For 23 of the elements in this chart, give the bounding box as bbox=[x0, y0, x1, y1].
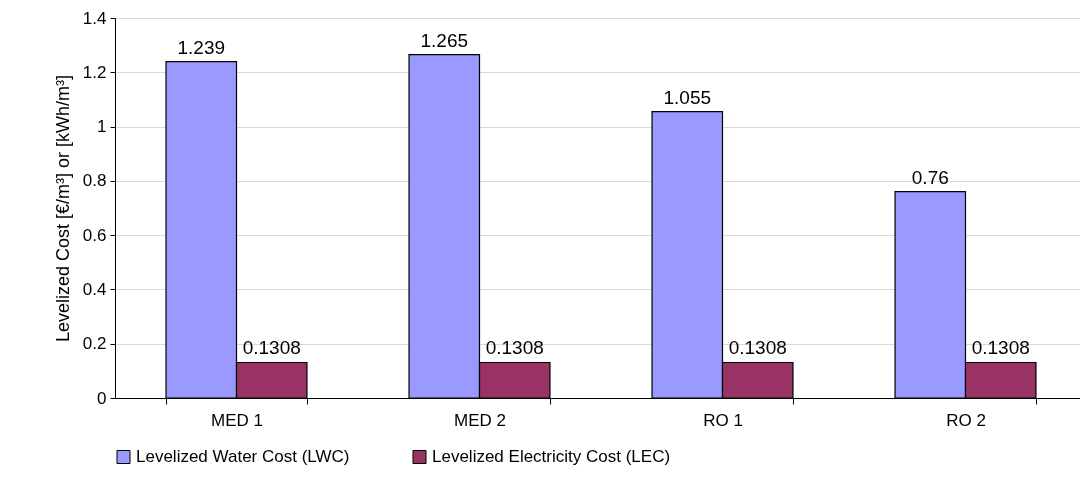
legend-label: Levelized Water Cost (LWC) bbox=[136, 446, 350, 466]
data-label: 0.1308 bbox=[728, 337, 787, 359]
data-label: 0.1308 bbox=[971, 337, 1030, 359]
y-tick-label: 0.2 bbox=[82, 334, 107, 354]
y-tick-label: 1.4 bbox=[82, 8, 107, 28]
x-tick-label: MED 2 bbox=[454, 410, 506, 430]
y-tick-label: 1 bbox=[97, 117, 107, 137]
data-label: 0.1308 bbox=[242, 337, 301, 359]
data-label: 1.265 bbox=[420, 29, 469, 51]
data-label: 0.1308 bbox=[485, 337, 544, 359]
data-label: 0.76 bbox=[911, 166, 949, 188]
y-tick-label: 0.4 bbox=[82, 279, 107, 299]
data-label: 1.239 bbox=[177, 36, 226, 58]
y-tick-label: 1.2 bbox=[82, 62, 107, 82]
y-axis-title: Levelized Cost [€/m³] or [kWh/m³] bbox=[52, 74, 73, 343]
y-tick-label: 0 bbox=[97, 388, 107, 408]
x-tick-label: RO 1 bbox=[703, 410, 743, 430]
y-tick-label: 0.6 bbox=[82, 225, 107, 245]
x-tick-label: RO 2 bbox=[946, 410, 986, 430]
data-label: 1.055 bbox=[663, 86, 712, 108]
x-tick-label: MED 1 bbox=[211, 410, 263, 430]
legend-label: Levelized Electricity Cost (LEC) bbox=[432, 446, 671, 466]
y-tick-label: 0.8 bbox=[82, 171, 107, 191]
